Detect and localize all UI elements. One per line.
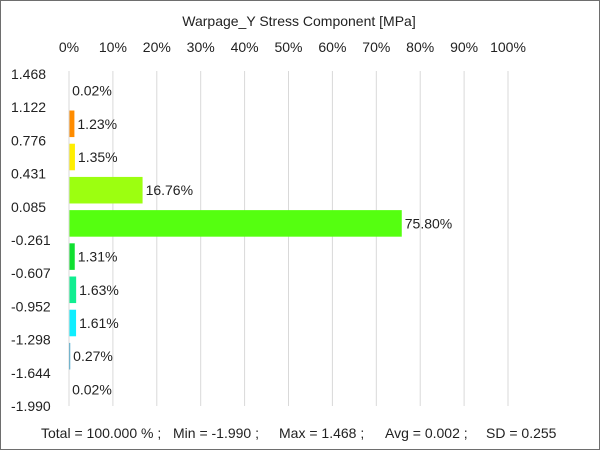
y-tick-label: -0.261	[11, 232, 51, 248]
y-tick-label: -1.644	[11, 365, 51, 381]
y-tick-label: -0.607	[11, 265, 51, 281]
footer-min: Min = -1.990 ;	[173, 425, 259, 441]
footer-avg: Avg = 0.002 ;	[385, 425, 468, 441]
data-labels: 0.02% 1.23% 1.35% 16.76% 75.80% 1.31% 1.63% 1.6…	[72, 83, 452, 398]
data-label: 0.02%	[72, 381, 112, 397]
y-tick-label: -0.952	[11, 298, 51, 314]
x-tick-label: 0%	[59, 39, 79, 55]
data-label: 16.76%	[146, 182, 193, 198]
x-tick-label: 50%	[274, 39, 302, 55]
data-label: 1.61%	[79, 315, 119, 331]
bar	[69, 342, 71, 370]
bar	[69, 276, 77, 304]
x-axis-ticks: 0% 10% 20% 30% 40% 50% 60% 70% 80% 90% 100%	[59, 39, 526, 55]
y-tick-label: -1.298	[11, 332, 51, 348]
bar	[69, 143, 75, 171]
bar	[69, 110, 75, 138]
data-label: 1.23%	[77, 116, 117, 132]
x-tick-label: 80%	[406, 39, 434, 55]
x-tick-label: 60%	[318, 39, 346, 55]
y-tick-label: 1.122	[11, 99, 46, 115]
x-tick-label: 30%	[187, 39, 215, 55]
footer-total: Total = 100.000 % ;	[41, 425, 161, 441]
data-label: 0.27%	[73, 348, 113, 364]
gridlines	[112, 71, 509, 406]
footer-sd: SD = 0.255	[486, 425, 557, 441]
x-tick-label: 100%	[490, 39, 526, 55]
data-label: 75.80%	[405, 215, 452, 231]
bar	[69, 210, 402, 237]
x-tick-label: 70%	[362, 39, 390, 55]
y-tick-label: -1.990	[11, 398, 51, 414]
bars	[69, 77, 402, 403]
y-tick-label: 0.431	[11, 166, 46, 182]
data-label: 1.63%	[79, 282, 119, 298]
data-label: 1.31%	[78, 249, 118, 265]
footer-max: Max = 1.468 ;	[279, 425, 364, 441]
data-label: 0.02%	[72, 83, 112, 99]
bar	[69, 309, 77, 337]
x-tick-label: 40%	[231, 39, 259, 55]
x-tick-label: 90%	[450, 39, 478, 55]
bar	[69, 176, 143, 204]
y-tick-label: 0.776	[11, 132, 46, 148]
x-tick-label: 10%	[99, 39, 127, 55]
y-tick-label: 1.468	[11, 66, 46, 82]
bar	[69, 243, 75, 270]
x-tick-label: 20%	[143, 39, 171, 55]
y-axis-ticks: 1.468 1.122 0.776 0.431 0.085 -0.261 -0.607 -0.…	[11, 66, 51, 414]
data-label: 1.35%	[78, 149, 118, 165]
chart-title: Warpage_Y Stress Component [MPa]	[182, 13, 415, 29]
y-tick-label: 0.085	[11, 199, 46, 215]
